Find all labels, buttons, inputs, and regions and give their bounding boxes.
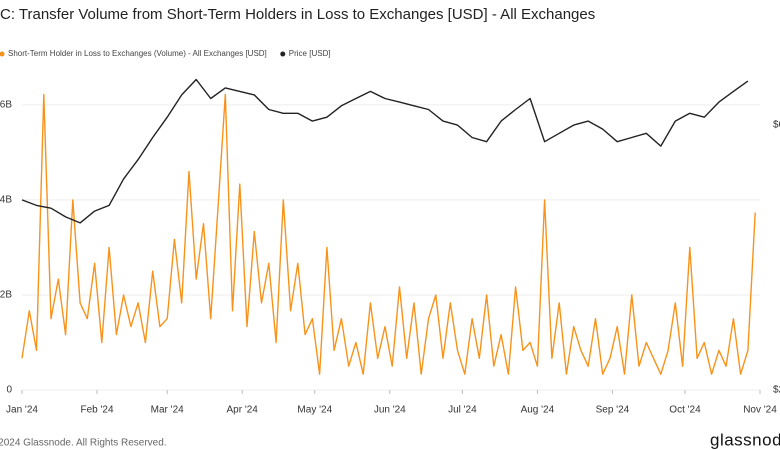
x-tick-label: Aug '24 bbox=[521, 405, 555, 416]
y-tick-label: $2.4B bbox=[0, 195, 12, 206]
footer: © 2024 Glassnode. All Rights Reserved. bbox=[0, 438, 167, 449]
x-tick-label: Jul '24 bbox=[448, 405, 477, 416]
brand: glassnode bbox=[710, 430, 780, 449]
y2-tick-label: $60K bbox=[773, 120, 780, 131]
x-tick-label: Feb '24 bbox=[80, 405, 113, 416]
series-line bbox=[21, 93, 756, 375]
x-tick-label: Nov '24 bbox=[743, 405, 777, 416]
x-tick-label: Mar '24 bbox=[151, 405, 184, 416]
legend-label: Short-Term Holder in Loss to Exchanges (… bbox=[8, 49, 267, 58]
y2-tick-label: $20K bbox=[773, 385, 780, 396]
legend-label: Price [USD] bbox=[289, 49, 331, 58]
x-tick-label: Oct '24 bbox=[669, 405, 701, 416]
x-tick-label: Sep '24 bbox=[596, 405, 630, 416]
y-tick-label: 0 bbox=[6, 385, 12, 396]
x-tick-label: Apr '24 bbox=[227, 405, 259, 416]
legend-swatch bbox=[280, 51, 286, 57]
x-tick-label: Jun '24 bbox=[374, 405, 406, 416]
y-tick-label: $3.6B bbox=[0, 99, 12, 110]
series-line bbox=[21, 78, 749, 224]
x-tick-label: Jan '24 bbox=[6, 405, 38, 416]
legend-swatch bbox=[0, 51, 5, 57]
chart-title: C: Transfer Volume from Short-Term Holde… bbox=[0, 6, 595, 23]
x-tick-label: May '24 bbox=[297, 405, 332, 416]
y-tick-label: $1.2B bbox=[0, 290, 12, 301]
